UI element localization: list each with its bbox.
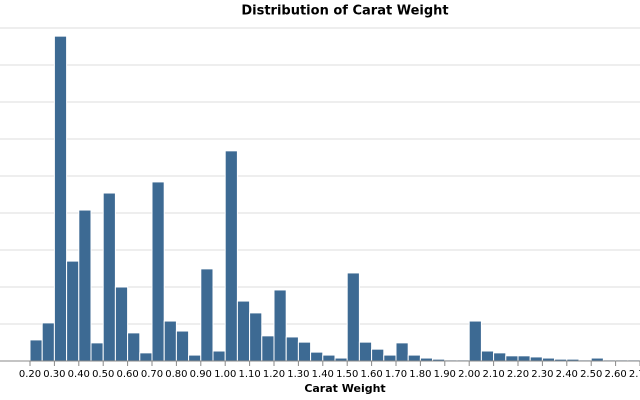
bar <box>529 356 543 362</box>
x-tick-label: 1.00 <box>214 369 236 380</box>
bar <box>163 320 177 362</box>
x-tick-label: 1.90 <box>434 369 456 380</box>
x-tick-label: 0.60 <box>116 369 138 380</box>
x-tick-label: 0.90 <box>190 369 212 380</box>
x-tick-label: 2.10 <box>482 369 504 380</box>
bar <box>371 348 385 362</box>
bar <box>273 289 287 362</box>
bar <box>90 342 104 362</box>
x-tick-label: 1.10 <box>238 369 260 380</box>
x-tick-label: 1.40 <box>312 369 334 380</box>
x-tick-label: 1.20 <box>263 369 285 380</box>
x-tick-label: 2.20 <box>507 369 529 380</box>
bar <box>480 350 495 362</box>
bar <box>261 335 275 362</box>
bar <box>29 339 43 362</box>
bar <box>175 330 190 362</box>
bar <box>297 341 312 362</box>
bar <box>383 354 397 362</box>
bar <box>200 268 214 362</box>
bar <box>151 181 165 362</box>
x-tick-label: 0.30 <box>43 369 65 380</box>
bar <box>236 300 251 362</box>
bar <box>395 342 409 362</box>
bar <box>249 312 263 362</box>
x-tick-label: 0.40 <box>68 369 90 380</box>
bar <box>53 35 68 362</box>
bar <box>66 260 80 362</box>
bar <box>505 355 519 362</box>
bar <box>114 286 129 362</box>
x-tick-label: 2.50 <box>580 369 602 380</box>
bar <box>139 352 153 362</box>
x-tick-label: 0.80 <box>165 369 187 380</box>
bar <box>322 354 336 362</box>
bar <box>102 192 116 362</box>
x-tick-label: 1.50 <box>336 369 358 380</box>
bar <box>493 352 507 362</box>
bar <box>468 320 482 362</box>
bar <box>188 354 202 362</box>
x-tick-label: 2.30 <box>531 369 553 380</box>
x-axis-title: Carat Weight <box>304 382 385 395</box>
bar <box>127 332 141 362</box>
bar <box>224 150 238 362</box>
x-tick-label: 2.40 <box>556 369 578 380</box>
x-tick-label: 2.60 <box>604 369 626 380</box>
x-tick-label: 0.20 <box>19 369 41 380</box>
x-tick-label: 0.50 <box>92 369 114 380</box>
x-tick-label: 1.60 <box>360 369 382 380</box>
bar <box>285 336 299 362</box>
bar <box>41 322 55 362</box>
chart-title: Distribution of Carat Weight <box>241 4 448 19</box>
x-tick-label: 1.30 <box>287 369 309 380</box>
x-tick-label: 1.70 <box>385 369 407 380</box>
x-tick-label: 2.70 <box>629 369 640 380</box>
x-tick-label: 2.00 <box>458 369 480 380</box>
bar <box>310 351 324 362</box>
bar <box>517 355 531 362</box>
x-tick-label: 0.70 <box>141 369 163 380</box>
bar <box>212 350 226 362</box>
bar <box>407 354 421 362</box>
x-tick-label: 1.80 <box>409 369 431 380</box>
bar <box>346 272 360 362</box>
bar <box>358 341 373 362</box>
bar <box>78 209 92 362</box>
